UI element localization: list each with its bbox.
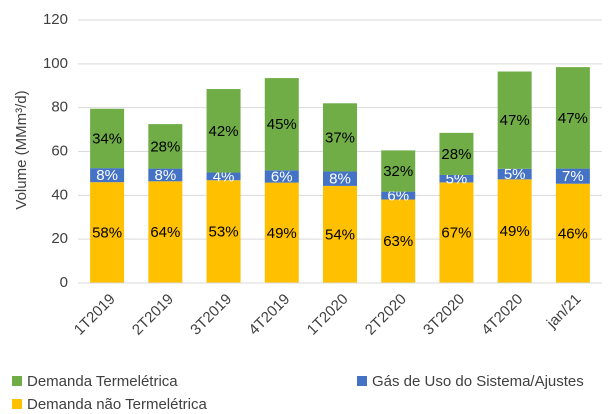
legend-label: Demanda Termelétrica <box>27 373 178 390</box>
segment-label: 58% <box>92 225 122 242</box>
segment-label: 47% <box>500 112 530 129</box>
segment-label: 46% <box>558 225 588 242</box>
segment-label: 49% <box>267 225 297 242</box>
segment-label: 37% <box>325 129 355 146</box>
segment-label: 63% <box>383 233 413 250</box>
bar-segment <box>381 199 416 283</box>
y-axis-label: Volume (MMm³/d) <box>13 90 30 209</box>
y-tick-label: 80 <box>51 99 68 116</box>
y-tick-label: 20 <box>51 230 68 247</box>
y-tick-label: 120 <box>43 11 68 28</box>
x-tick-label: 2T2019 <box>129 291 177 339</box>
segment-label: 7% <box>562 168 584 185</box>
x-tick-label: 2T2020 <box>362 291 410 339</box>
segment-label: 47% <box>558 110 588 127</box>
segment-label: 67% <box>441 225 471 242</box>
bar-segment <box>264 182 299 283</box>
legend-swatch <box>12 399 22 409</box>
bar-segment <box>90 108 125 169</box>
x-tick-label: 3T2020 <box>420 291 468 339</box>
segment-label: 5% <box>504 166 526 183</box>
segment-label: 6% <box>271 168 293 185</box>
segment-label: 28% <box>441 146 471 163</box>
segment-label: 4% <box>213 168 235 185</box>
segment-label: 42% <box>209 123 239 140</box>
bar-segment <box>264 78 299 171</box>
bar-segment <box>555 168 590 184</box>
segment-label: 45% <box>267 116 297 133</box>
bar-segment <box>206 89 241 173</box>
x-tick-label: 1T2020 <box>304 291 352 339</box>
x-tick-label: jan/21 <box>543 291 585 333</box>
bar-segment <box>90 182 125 283</box>
x-tick-label: 4T2020 <box>478 291 526 339</box>
x-tick-label: 1T2019 <box>71 291 119 339</box>
segment-label: 32% <box>383 163 413 180</box>
bar-segment <box>206 180 241 283</box>
legend-label: Demanda não Termelétrica <box>27 396 207 413</box>
bar-segment <box>90 168 125 183</box>
segment-label: 49% <box>500 223 530 240</box>
bar-segment <box>497 71 532 169</box>
segment-label: 6% <box>387 188 409 205</box>
bar-segment <box>439 174 474 183</box>
bar-segment <box>323 171 357 186</box>
bar-segment <box>323 103 357 172</box>
legend-label: Gás de Uso do Sistema/Ajustes <box>372 373 584 390</box>
bar-segment <box>555 183 590 283</box>
x-tick-label: 4T2019 <box>245 291 293 339</box>
y-tick-label: 0 <box>60 274 68 291</box>
segment-label: 8% <box>329 171 351 188</box>
bar-segment <box>381 191 416 200</box>
bar-segment <box>497 179 532 283</box>
bar-segment <box>439 132 474 175</box>
segment-label: 34% <box>92 130 122 147</box>
legend-swatch <box>12 376 22 386</box>
x-tick-label: 3T2019 <box>187 291 235 339</box>
bar-segment <box>148 124 183 169</box>
segment-label: 53% <box>209 224 239 241</box>
bar-segment <box>206 172 241 181</box>
bar-segment <box>439 182 474 283</box>
legend-swatch <box>357 376 367 386</box>
segment-label: 54% <box>325 226 355 243</box>
y-tick-label: 100 <box>43 55 68 72</box>
y-tick-label: 40 <box>51 186 68 203</box>
bar-segment <box>264 170 299 183</box>
y-tick-label: 60 <box>51 142 68 159</box>
segment-label: 8% <box>154 167 176 184</box>
bar-segment <box>148 181 183 283</box>
segment-label: 8% <box>96 167 118 184</box>
bar-segment <box>555 67 590 169</box>
bar-segment <box>381 150 416 192</box>
segment-label: 64% <box>150 224 180 241</box>
bar-segment <box>148 168 183 182</box>
bar-segment <box>497 168 532 180</box>
bar-segment <box>323 185 357 283</box>
segment-label: 28% <box>150 138 180 155</box>
